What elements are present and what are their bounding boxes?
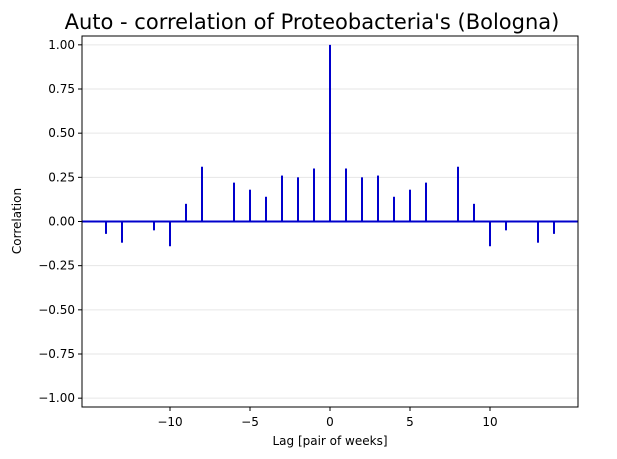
y-tick-label: −0.50: [38, 303, 75, 317]
chart-title: Auto - correlation of Proteobacteria's (…: [65, 10, 560, 34]
x-tick-label: −5: [241, 415, 259, 429]
y-tick-label: 1.00: [48, 38, 75, 52]
x-tick-label: 5: [406, 415, 414, 429]
axis-ticks: −1.00 −0.75 −0.50 −0.25 0.00 0.25 0.50 0.75 1.00…: [38, 38, 497, 429]
y-tick-label: 0.75: [48, 82, 75, 96]
y-tick-label: 0.50: [48, 126, 75, 140]
y-tick-label: −0.75: [38, 347, 75, 361]
y-tick-label: −1.00: [38, 391, 75, 405]
x-tick-label: 0: [326, 415, 334, 429]
y-tick-label: −0.25: [38, 259, 75, 273]
y-tick-label: 0.25: [48, 170, 75, 184]
stem-series: [82, 44, 578, 247]
x-tick-label: −10: [157, 415, 182, 429]
x-axis-label: Lag [pair of weeks]: [272, 434, 387, 448]
y-axis-label: Correlation: [10, 188, 24, 254]
y-tick-label: 0.00: [48, 215, 75, 229]
x-tick-label: 10: [482, 415, 497, 429]
